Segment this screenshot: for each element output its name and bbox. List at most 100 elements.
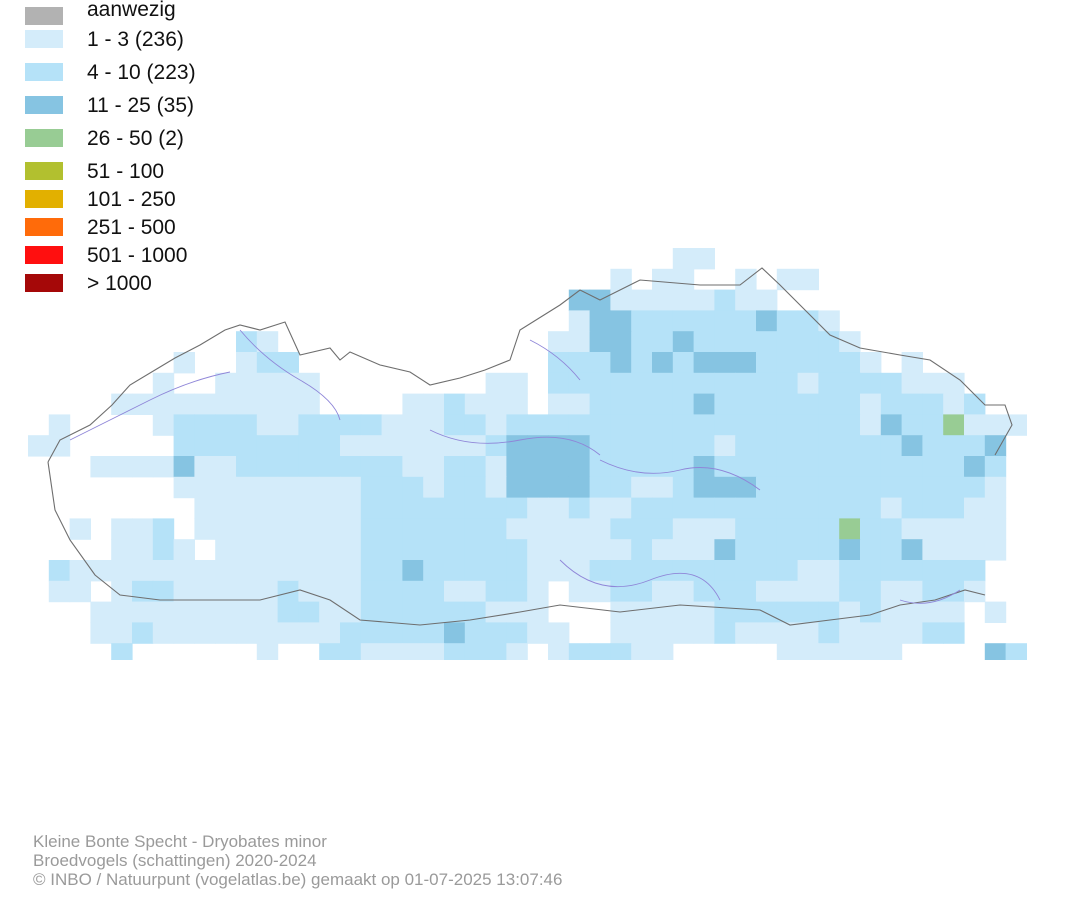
grid-cell — [984, 414, 1007, 436]
grid-cell — [506, 518, 528, 540]
grid-cell — [173, 622, 195, 644]
grid-cell — [589, 352, 611, 374]
grid-cell — [506, 414, 528, 436]
grid-cell — [423, 601, 445, 623]
grid-cell — [215, 476, 237, 499]
grid-cell — [714, 518, 736, 540]
grid-cell — [672, 456, 695, 478]
distribution-map — [28, 248, 1027, 660]
grid-cell — [922, 622, 944, 644]
grid-cell — [464, 560, 487, 582]
legend-swatch — [25, 190, 63, 208]
grid-cell — [631, 310, 653, 332]
grid-cell — [527, 539, 549, 561]
grid-cell — [90, 601, 112, 623]
grid-cell — [860, 456, 882, 478]
grid-cell — [693, 560, 715, 582]
legend-item: 51 - 100 — [25, 158, 285, 186]
legend-label: 501 - 1000 — [87, 244, 188, 267]
grid-cell — [797, 518, 819, 540]
grid-cell — [298, 435, 320, 457]
grid-cell — [776, 580, 799, 603]
grid-cell — [693, 414, 715, 436]
grid-cell — [485, 372, 507, 395]
grid-cell — [277, 560, 299, 582]
grid-cell — [464, 539, 487, 561]
grid-cell — [568, 393, 591, 415]
grid-cell — [319, 601, 341, 623]
grid-cell — [194, 456, 216, 478]
grid-cell — [527, 497, 549, 519]
grid-cell — [360, 456, 383, 478]
grid-cell — [215, 560, 237, 582]
grid-cell — [735, 372, 757, 395]
grid-cell — [735, 539, 757, 561]
credit-line: © INBO / Natuurpunt (vogelatlas.be) gema… — [33, 870, 563, 889]
grid-cell — [589, 372, 611, 395]
grid-cell — [132, 622, 154, 644]
grid-cell — [880, 601, 903, 623]
grid-cell — [485, 393, 507, 415]
grid-cell — [132, 456, 154, 478]
grid-cell — [818, 622, 840, 644]
grid-cell — [444, 622, 466, 644]
grid-cell — [485, 560, 507, 582]
grid-cell — [652, 414, 674, 436]
grid-cell — [423, 393, 445, 415]
grid-cell — [48, 580, 71, 603]
grid-cell — [735, 289, 757, 311]
grid-cell — [860, 352, 882, 374]
grid-cell — [652, 643, 674, 660]
grid-cell — [381, 497, 403, 519]
grid-cell — [236, 601, 258, 623]
grid-cell — [652, 372, 674, 395]
grid-cell — [277, 539, 299, 561]
grid-cell — [735, 352, 757, 374]
grid-cell — [652, 560, 674, 582]
grid-cell — [693, 435, 715, 457]
grid-cell — [1005, 643, 1027, 660]
grid-cell — [984, 518, 1007, 540]
grid-cell — [797, 643, 819, 660]
grid-cell — [922, 393, 944, 415]
grid-cell — [589, 476, 611, 499]
grid-cell — [90, 622, 112, 644]
grid-cell — [964, 539, 986, 561]
grid-cell — [880, 372, 903, 395]
grid-cell — [402, 622, 424, 644]
grid-cell — [652, 580, 674, 603]
grid-cell — [776, 476, 799, 499]
grid-cell — [277, 414, 299, 436]
grid-cell — [319, 539, 341, 561]
grid-cell — [111, 456, 133, 478]
grid-cell — [256, 372, 279, 395]
grid-cell — [568, 518, 591, 540]
grid-cell — [173, 580, 195, 603]
dataset-subtitle: Broedvogels (schattingen) 2020-2024 — [33, 851, 317, 870]
grid-cell — [568, 580, 591, 603]
grid-cell — [340, 580, 362, 603]
grid-cell — [548, 435, 570, 457]
legend-item: > 1000 — [25, 270, 285, 298]
grid-cell — [672, 539, 695, 561]
grid-cell — [922, 539, 944, 561]
grid-cell — [880, 497, 903, 519]
grid-cell — [423, 518, 445, 540]
grid-cell — [298, 580, 320, 603]
grid-cell — [340, 643, 362, 660]
grid-cell — [860, 643, 882, 660]
grid-cell — [735, 518, 757, 540]
legend-label: 51 - 100 — [87, 160, 165, 183]
grid-cell — [402, 539, 424, 561]
grid-cell — [839, 601, 861, 623]
grid-cell — [860, 435, 882, 457]
grid-cell — [548, 539, 570, 561]
grid-cell — [610, 643, 632, 660]
grid-cell — [797, 414, 819, 436]
grid-cell — [527, 560, 549, 582]
grid-cell — [340, 560, 362, 582]
grid-cell — [964, 393, 986, 415]
grid-cell — [839, 518, 861, 540]
legend-swatch — [25, 218, 63, 236]
grid-cell — [943, 435, 965, 457]
